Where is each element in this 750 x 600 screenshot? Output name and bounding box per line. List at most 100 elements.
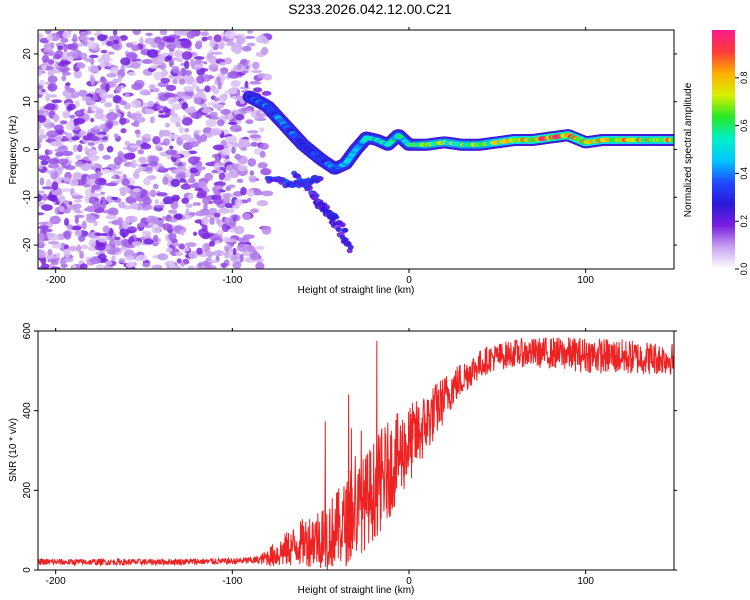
noise-blob bbox=[95, 108, 104, 114]
noise-blob bbox=[43, 43, 52, 52]
noise-blob bbox=[202, 196, 211, 205]
noise-blob bbox=[63, 177, 71, 183]
branch-blob bbox=[339, 222, 346, 228]
noise-blob bbox=[90, 105, 99, 110]
noise-blob bbox=[152, 136, 161, 145]
noise-blob bbox=[87, 106, 92, 114]
noise-blob bbox=[148, 83, 157, 90]
noise-blob bbox=[41, 88, 46, 93]
noise-blob bbox=[38, 138, 43, 144]
noise-blob bbox=[47, 75, 58, 83]
noise-blob bbox=[46, 130, 59, 138]
noise-blob bbox=[40, 159, 49, 166]
noise-blob bbox=[38, 32, 44, 40]
noise-blob bbox=[188, 251, 199, 259]
noise-blob bbox=[216, 190, 221, 196]
noise-blob bbox=[186, 30, 196, 39]
noise-blob bbox=[239, 254, 244, 263]
noise-blob bbox=[163, 92, 175, 98]
noise-blob bbox=[45, 179, 52, 188]
noise-blob bbox=[176, 165, 187, 173]
noise-blob bbox=[249, 251, 261, 261]
noise-blob bbox=[95, 251, 100, 256]
noise-blob bbox=[126, 51, 138, 61]
noise-blob bbox=[67, 30, 72, 34]
noise-blob bbox=[213, 162, 221, 171]
noise-blob bbox=[62, 131, 68, 135]
x-tick-label: -100 bbox=[222, 275, 242, 286]
noise-blob bbox=[86, 100, 96, 105]
branch-blob bbox=[306, 185, 313, 191]
noise-blob bbox=[168, 232, 177, 241]
noise-blob bbox=[203, 61, 208, 65]
noise-blob bbox=[59, 259, 67, 265]
noise-blob bbox=[113, 133, 119, 139]
noise-blob bbox=[180, 183, 192, 190]
noise-blob bbox=[104, 101, 113, 108]
noise-blob bbox=[204, 85, 211, 93]
snr-y-label: SNR (10 * v/v) bbox=[8, 418, 19, 482]
noise-blob bbox=[216, 218, 221, 225]
noise-blob bbox=[71, 225, 82, 231]
noise-blob bbox=[64, 165, 76, 171]
noise-blob bbox=[255, 245, 265, 251]
noise-blob bbox=[79, 31, 87, 39]
noise-blob bbox=[89, 155, 99, 162]
noise-blob bbox=[232, 261, 242, 269]
noise-blob bbox=[41, 204, 53, 211]
noise-blob bbox=[246, 197, 252, 203]
noise-blob bbox=[220, 262, 227, 269]
noise-blob bbox=[194, 156, 201, 161]
noise-blob bbox=[256, 190, 264, 196]
branch-blob bbox=[311, 195, 318, 201]
noise-blob bbox=[53, 124, 64, 132]
noise-blob bbox=[90, 195, 95, 205]
noise-blob bbox=[211, 51, 223, 55]
noise-blob bbox=[190, 112, 202, 120]
noise-blob bbox=[198, 67, 209, 72]
noise-blob bbox=[176, 57, 184, 63]
noise-blob bbox=[178, 243, 186, 250]
noise-blob bbox=[148, 161, 158, 167]
noise-blob bbox=[64, 208, 71, 214]
noise-blob bbox=[214, 240, 221, 244]
noise-blob bbox=[41, 186, 54, 190]
noise-blob bbox=[73, 69, 83, 79]
branch-blob bbox=[342, 227, 349, 233]
noise-blob bbox=[200, 266, 207, 269]
noise-blob bbox=[58, 66, 70, 72]
noise-blob bbox=[75, 161, 83, 168]
y-tick-label: 600 bbox=[22, 322, 33, 339]
noise-blob bbox=[114, 239, 122, 247]
noise-blob bbox=[76, 62, 86, 69]
noise-blob bbox=[231, 143, 242, 148]
noise-blob bbox=[195, 166, 206, 171]
noise-blob bbox=[130, 99, 142, 109]
noise-blob bbox=[168, 97, 174, 105]
noise-blob bbox=[134, 168, 143, 173]
noise-blob bbox=[120, 57, 131, 66]
noise-blob bbox=[61, 150, 74, 157]
noise-blob bbox=[250, 69, 263, 74]
noise-blob bbox=[112, 170, 123, 176]
noise-blob bbox=[86, 179, 97, 185]
noise-blob bbox=[160, 77, 171, 84]
noise-blob bbox=[239, 86, 251, 90]
snr-plot bbox=[38, 337, 674, 570]
noise-blob bbox=[188, 212, 196, 216]
noise-blob bbox=[129, 191, 140, 199]
noise-blob bbox=[63, 43, 68, 52]
noise-blob bbox=[201, 36, 208, 42]
noise-blob bbox=[84, 146, 89, 152]
noise-blob bbox=[65, 82, 71, 86]
noise-blob bbox=[216, 119, 225, 127]
noise-blob bbox=[88, 149, 96, 155]
noise-blob bbox=[212, 198, 224, 205]
noise-blob bbox=[80, 52, 88, 61]
noise-blob bbox=[175, 251, 183, 257]
noise-blob bbox=[198, 228, 209, 238]
noise-blob bbox=[47, 194, 58, 202]
noise-blob bbox=[76, 244, 81, 253]
noise-blob bbox=[125, 42, 134, 48]
noise-blob bbox=[98, 143, 104, 152]
